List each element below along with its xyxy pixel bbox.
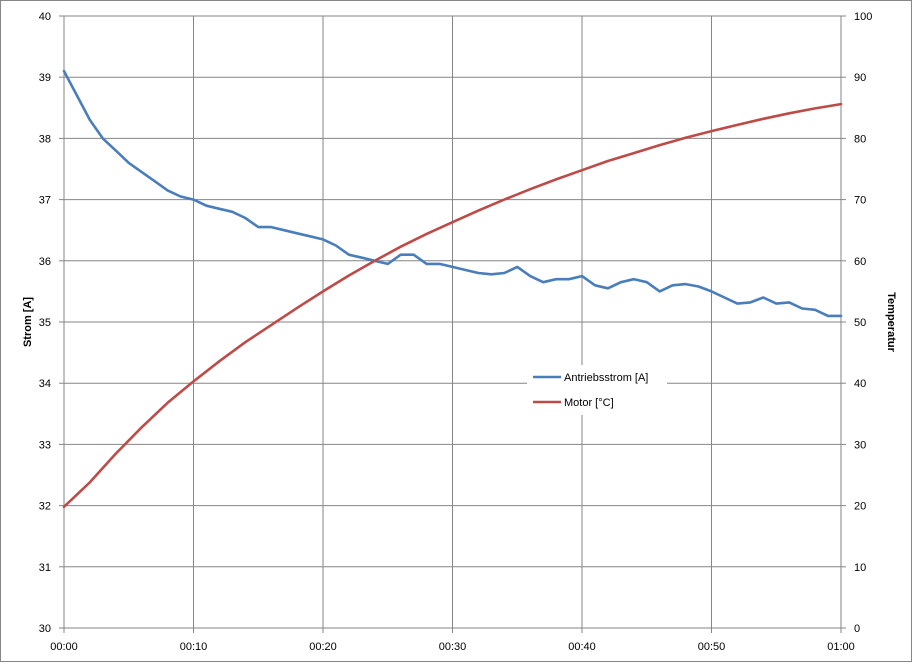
x-tick-label: 00:40 <box>568 641 596 653</box>
right-tick-label: 60 <box>854 256 866 268</box>
left-tick-label: 34 <box>39 378 51 390</box>
series-line-motor <box>62 102 843 509</box>
x-tick-label: 00:10 <box>180 641 208 653</box>
x-tick-label: 01:00 <box>827 641 855 653</box>
left-tick-label: 39 <box>39 72 51 84</box>
x-tick-label: 00:30 <box>439 641 467 653</box>
left-tick-label: 32 <box>39 501 51 513</box>
right-tick-label: 70 <box>854 195 866 207</box>
right-tick-label: 50 <box>854 317 866 329</box>
series-layer <box>62 69 843 509</box>
right-tick-label: 40 <box>854 378 866 390</box>
x-tick-label: 00:00 <box>50 641 78 653</box>
left-tick-label: 36 <box>39 256 51 268</box>
legend-label-motor: Motor [°C] <box>564 397 614 409</box>
series-line-antriebsstrom <box>62 69 843 318</box>
left-axis-title: Strom [A] <box>22 297 34 347</box>
x-tick-label: 00:50 <box>698 641 726 653</box>
legend: Antriebsstrom [A] Motor [°C] <box>527 365 667 415</box>
x-tick-label: 00:20 <box>309 641 337 653</box>
left-tick-label: 37 <box>39 195 51 207</box>
right-axis-title: Temperatur <box>885 292 897 352</box>
left-tick-label: 40 <box>39 11 51 23</box>
right-tick-label: 80 <box>854 133 866 145</box>
left-tick-label: 31 <box>39 562 51 574</box>
right-tick-label: 30 <box>854 439 866 451</box>
left-tick-label: 35 <box>39 317 51 329</box>
right-tick-label: 0 <box>854 623 860 635</box>
right-tick-label: 10 <box>854 562 866 574</box>
left-tick-label: 30 <box>39 623 51 635</box>
legend-box <box>527 365 667 415</box>
right-tick-label: 90 <box>854 72 866 84</box>
x-axis-ticks: 00:00 00:10 00:20 00:30 00:40 00:50 01:00 <box>50 628 855 653</box>
right-tick-label: 100 <box>854 11 872 23</box>
left-axis-ticks: 30 31 32 33 34 35 36 37 38 39 40 <box>39 11 64 635</box>
left-tick-label: 38 <box>39 133 51 145</box>
legend-label-antriebsstrom: Antriebsstrom [A] <box>564 372 648 384</box>
right-tick-label: 20 <box>854 501 866 513</box>
right-axis-ticks: 0 10 20 30 40 50 60 70 80 90 100 <box>841 11 872 635</box>
left-tick-label: 33 <box>39 439 51 451</box>
